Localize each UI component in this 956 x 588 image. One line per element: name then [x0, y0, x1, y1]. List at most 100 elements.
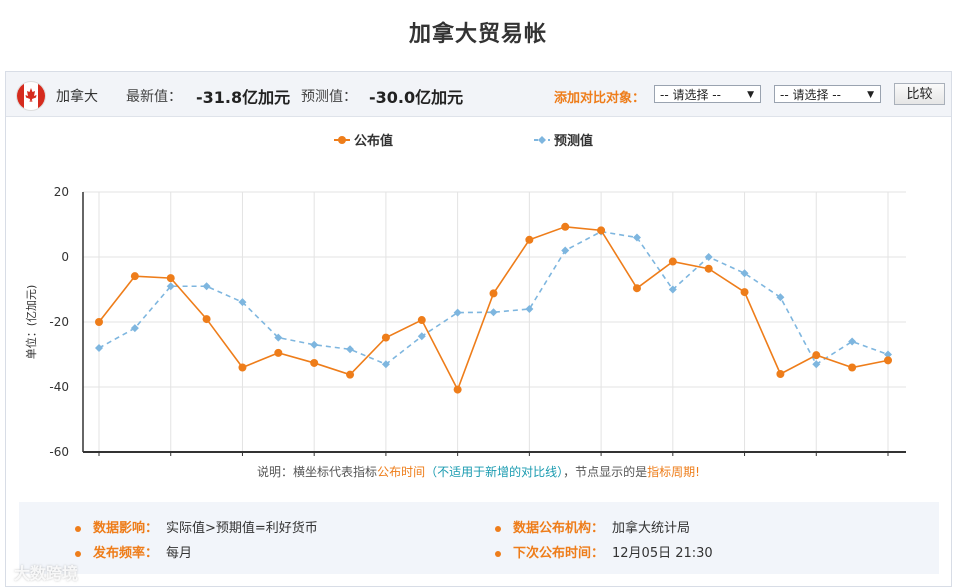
header-bar: 加拿大 最新值： -31.8亿加元 预测值： -30.0亿加元 添加对比对象： … [6, 72, 951, 117]
chevron-down-icon: ▼ [747, 90, 754, 100]
point-actual [561, 222, 570, 231]
forecast-value-label: 预测值： [301, 89, 357, 105]
frequency-label: 发布频率： [93, 546, 159, 561]
legend-marker-actual [338, 136, 346, 144]
note-text-2: ，节点显示的是 [563, 465, 648, 479]
y-tick-label: 20 [54, 185, 69, 199]
point-forecast [884, 350, 892, 359]
point-forecast [740, 269, 749, 278]
point-actual [632, 284, 641, 293]
line-chart: 200-20-40-602016-012016-032016-052016-07… [24, 133, 906, 456]
bullet-icon [75, 550, 81, 557]
point-actual [417, 316, 426, 325]
note-indicator-period: 指标周期 [647, 465, 696, 479]
compare-select-1-value: -- 请选择 -- [660, 88, 721, 102]
point-forecast [346, 345, 355, 354]
point-actual [202, 315, 211, 324]
point-forecast [381, 360, 390, 369]
point-forecast [417, 332, 426, 341]
compare-button[interactable]: 比较 [894, 83, 945, 105]
point-forecast [238, 298, 247, 307]
info-box: 数据影响： 实际值>预期值=利好货币 发布频率： 每月 数据公布机构： 加拿大统计局 … [19, 502, 939, 574]
chevron-down-icon: ▼ [867, 90, 874, 100]
country-name: 加拿大 [56, 89, 98, 105]
point-actual [346, 370, 355, 379]
y-tick-label: -60 [49, 445, 69, 456]
compare-select-2[interactable]: -- 请选择 -- ▼ [774, 85, 881, 103]
point-forecast [525, 305, 534, 313]
point-actual [668, 257, 677, 266]
frequency-value: 每月 [166, 546, 193, 561]
point-forecast [561, 246, 570, 255]
point-forecast [848, 337, 857, 346]
point-actual [95, 318, 103, 326]
point-actual [274, 348, 283, 357]
latest-value: -31.8亿加元 [196, 88, 291, 107]
point-actual [525, 235, 534, 244]
point-forecast [632, 233, 641, 242]
info-impact: 数据影响： 实际值>预期值=利好货币 [75, 517, 318, 536]
compare-select-1[interactable]: -- 请选择 -- ▼ [654, 85, 761, 103]
latest-value-label: 最新值： [126, 89, 182, 105]
point-forecast [489, 308, 498, 317]
legend-marker-forecast [538, 136, 546, 144]
note-text: 说明：横坐标代表指标 [257, 465, 378, 479]
agency-label: 数据公布机构： [513, 521, 605, 536]
next-release-label: 下次公布时间： [513, 546, 605, 561]
info-frequency: 发布频率： 每月 [75, 542, 192, 561]
point-actual [776, 370, 785, 378]
page-title: 加拿大贸易帐 [408, 22, 547, 47]
y-tick-label: -20 [49, 315, 69, 329]
point-forecast [274, 333, 283, 342]
point-forecast [776, 293, 785, 302]
point-forecast [668, 285, 677, 294]
legend-forecast: 预测值 [554, 133, 593, 149]
point-actual [704, 264, 713, 273]
point-actual [310, 358, 319, 367]
chart-panel: 加拿大 最新值： -31.8亿加元 预测值： -30.0亿加元 添加对比对象： … [5, 71, 952, 587]
bullet-icon [75, 525, 81, 532]
point-actual [166, 274, 175, 283]
note-not-applicable: （不适用于新增的对比线） [425, 465, 564, 479]
point-forecast [95, 344, 103, 352]
point-actual [489, 289, 498, 298]
point-actual [740, 288, 749, 297]
point-actual [884, 356, 892, 365]
point-actual [812, 351, 821, 360]
info-agency: 数据公布机构： 加拿大统计局 [495, 517, 690, 536]
point-forecast [812, 360, 821, 369]
impact-label: 数据影响： [93, 521, 159, 536]
point-actual [130, 272, 139, 281]
chart-note: 说明：横坐标代表指标公布时间（不适用于新增的对比线），节点显示的是指标周期! [6, 463, 951, 480]
bullet-icon [495, 550, 501, 557]
note-exclaim: ! [695, 465, 700, 479]
agency-value: 加拿大统计局 [612, 521, 691, 536]
watermark: 大数跨境 [14, 564, 79, 583]
point-forecast [202, 282, 211, 291]
point-forecast [310, 340, 319, 349]
note-publish-time: 公布时间 [377, 465, 426, 479]
point-actual [597, 226, 606, 235]
bullet-icon [495, 525, 501, 532]
y-tick-label: -40 [49, 380, 69, 394]
next-release-value: 12月05日 21:30 [612, 546, 713, 561]
y-tick-label: 0 [61, 250, 69, 264]
compare-label: 添加对比对象： [554, 91, 646, 106]
point-actual [453, 385, 462, 394]
compare-select-2-value: -- 请选择 -- [780, 88, 841, 102]
point-actual [381, 333, 390, 342]
point-forecast [166, 282, 175, 291]
forecast-value: -30.0亿加元 [369, 88, 464, 107]
point-forecast [130, 324, 139, 333]
series-line-actual [98, 225, 889, 392]
series-line-forecast [98, 230, 889, 366]
legend-actual: 公布值 [354, 133, 393, 149]
point-actual [848, 363, 857, 372]
impact-value: 实际值>预期值=利好货币 [166, 521, 318, 536]
point-actual [238, 363, 247, 372]
y-axis-label: 单位：(亿加元) [24, 285, 38, 360]
point-forecast [704, 253, 713, 261]
info-next-release: 下次公布时间： 12月05日 21:30 [495, 542, 713, 561]
point-forecast [453, 308, 462, 317]
canada-flag-icon [16, 81, 46, 111]
